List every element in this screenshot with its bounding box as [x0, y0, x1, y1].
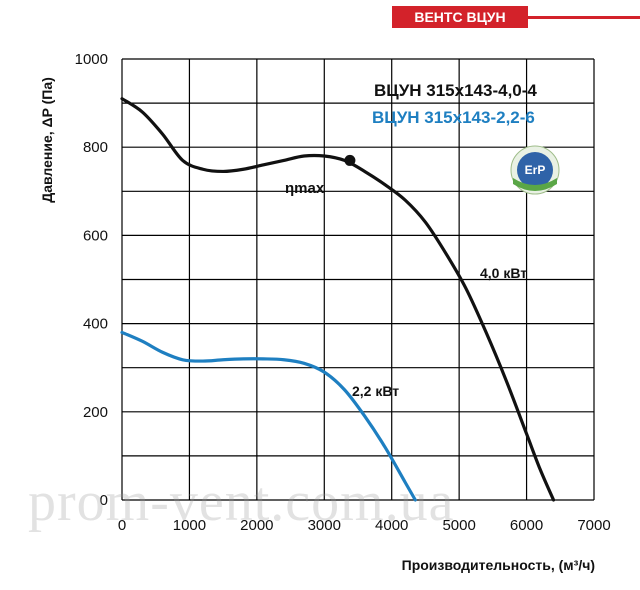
x-tick-label: 2000 — [240, 517, 273, 534]
y-tick-label: 600 — [83, 227, 108, 244]
x-tick-label: 7000 — [577, 517, 610, 534]
series-line-1 — [120, 97, 556, 502]
watermark: prom-vent.com.ua — [28, 471, 455, 533]
power-label-series-1: 4,0 кВт — [480, 265, 527, 281]
tick-labels: 0 1000 2000 3000 4000 5000 6000 7000 0 200 400 600 8… — [75, 51, 611, 534]
series-line-2 — [120, 330, 417, 502]
y-tick-label: 800 — [83, 139, 108, 156]
grid — [121, 58, 595, 501]
legend-series-1: ВЦУН 315х143-4,0-4 — [374, 81, 537, 100]
x-tick-label: 3000 — [308, 517, 341, 534]
y-tick-label: 200 — [83, 404, 108, 421]
series-curves — [120, 97, 556, 502]
svg-text:ErP: ErP — [525, 163, 546, 177]
x-tick-label: 1000 — [173, 517, 206, 534]
x-tick-label: 4000 — [375, 517, 408, 534]
x-tick-label: 0 — [118, 517, 126, 534]
y-tick-label: 400 — [83, 316, 108, 333]
x-tick-label: 5000 — [442, 517, 475, 534]
x-axis-title: Производительность, (м³/ч) — [402, 557, 595, 573]
x-tick-label: 6000 — [510, 517, 543, 534]
legend-series-2: ВЦУН 315х143-2,2-6 — [372, 108, 535, 127]
erp-badge-icon: ErP — [510, 145, 560, 195]
y-axis-title: Давление, ΔP (Па) — [39, 77, 55, 203]
y-tick-label: 1000 — [75, 51, 108, 68]
eta-max-point — [344, 154, 356, 166]
y-tick-label: 0 — [100, 492, 108, 509]
power-label-series-2: 2,2 кВт — [352, 383, 399, 399]
brand-badge: ВЕНТС ВЦУН — [392, 6, 528, 28]
eta-max-label: ηmax — [285, 180, 325, 197]
brand-line — [528, 16, 640, 19]
